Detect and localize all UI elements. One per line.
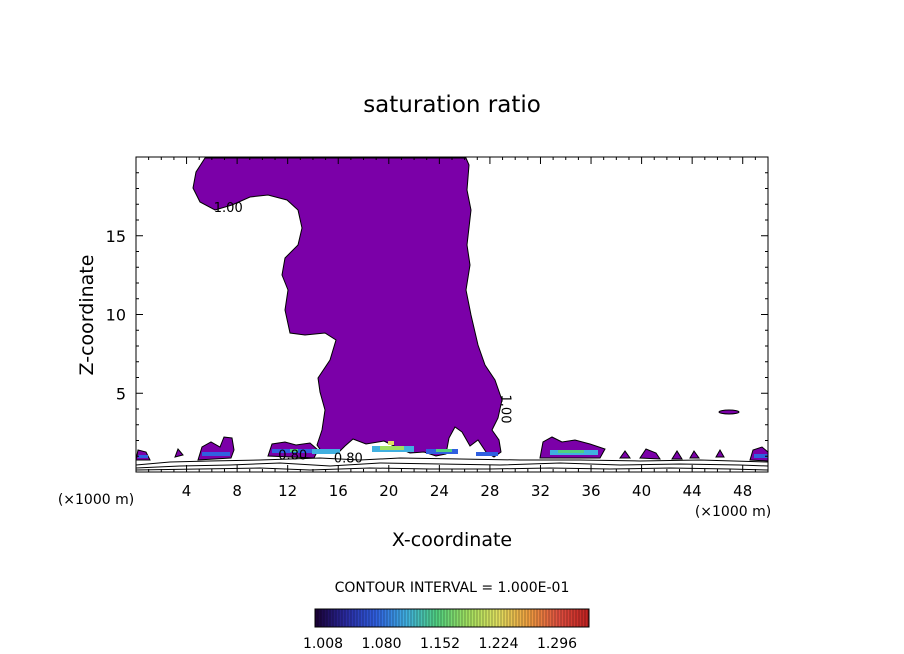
contour-label: 0.80 [334,452,363,467]
contour-labels: 1.00 1.00 0.80 0.80 [214,201,513,466]
colorbar-tick-label: 1.080 [361,636,401,652]
x-tick-label: 40 [632,482,651,500]
y-axis: 5 10 15 [106,172,768,457]
contour-interval-text: CONTOUR INTERVAL = 1.000E-01 [335,580,570,596]
high-value-band [388,441,394,445]
x-axis-label: X-coordinate [392,529,512,551]
colorbar-tick-label: 1.224 [478,636,518,652]
colorbar-stripes [317,609,589,627]
saturated-patch [619,450,631,459]
x-tick-label: 28 [480,482,499,500]
high-value-band [312,449,340,454]
colorbar-frame [314,608,590,628]
contour-label: 1.00 [497,395,512,424]
high-value-band [754,454,768,458]
contour-line [136,462,768,469]
x-tick-label: 36 [581,482,600,500]
high-value-band [558,450,584,453]
colorbar-tick-label: 1.296 [537,636,577,652]
high-value-band [380,446,404,450]
colorbar-tick-label: 1.008 [303,636,343,652]
x-unit-left: (×1000 m) [58,492,134,508]
x-tick-label: 12 [278,482,297,500]
x-tick-label: 24 [430,482,449,500]
saturated-patch [689,450,700,459]
contour-line [136,457,768,466]
y-tick-label: 5 [116,384,126,403]
saturated-patch [197,436,235,461]
high-value-band [202,452,230,456]
high-value-band [290,449,298,452]
contour-label: 0.80 [278,448,307,463]
x-axis: 4 8 12 16 20 24 28 32 36 40 44 48 [148,157,756,500]
high-value-band [436,449,452,452]
contour-line [136,467,768,471]
contour-label: 1.00 [214,201,243,216]
high-value-band [138,455,148,458]
y-tick-label: 15 [106,227,126,246]
saturated-region-main [192,157,503,458]
colorbar: 1.008 1.080 1.152 1.224 1.296 [303,608,590,652]
y-tick-label: 10 [106,306,126,325]
high-value-band [476,452,498,456]
colorbar-tick-label: 1.152 [420,636,460,652]
chart-title: saturation ratio [363,92,541,118]
x-unit-right: (×1000 m) [695,504,771,520]
x-tick-label: 8 [232,482,242,500]
saturated-patch [715,448,725,458]
x-tick-label: 20 [379,482,398,500]
saturated-patch [718,409,740,415]
x-tick-label: 16 [329,482,348,500]
plot-area [136,157,768,471]
y-axis-label: Z-coordinate [76,255,98,376]
colorbar-labels: 1.008 1.080 1.152 1.224 1.296 [303,636,577,652]
saturated-patch [639,448,661,460]
x-tick-label: 4 [182,482,192,500]
saturated-patch [174,448,184,458]
saturated-patch [671,450,683,460]
x-tick-label: 44 [683,482,702,500]
colorbar-gradient [315,609,589,627]
x-tick-label: 32 [531,482,550,500]
x-tick-label: 48 [733,482,752,500]
